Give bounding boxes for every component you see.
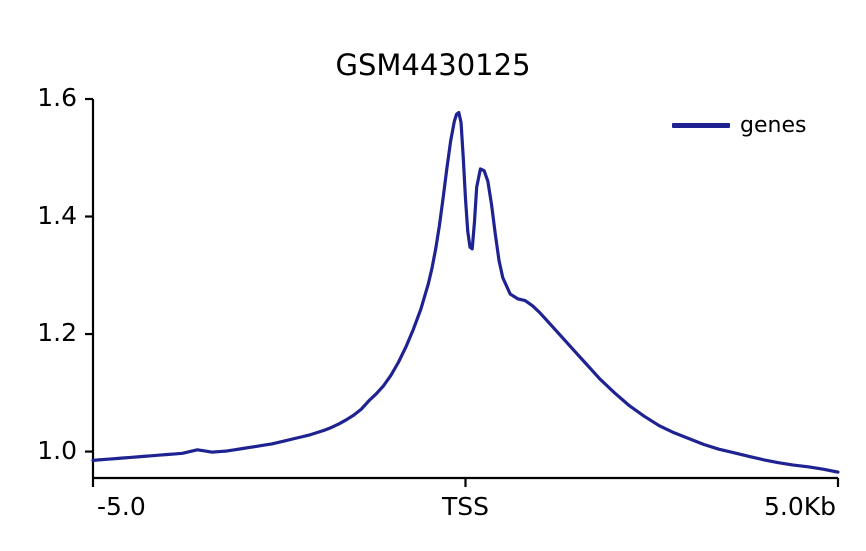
chart-title: GSM4430125 <box>335 48 531 82</box>
x-tick-label: 5.0Kb <box>763 492 836 521</box>
y-tick-label: 1.2 <box>37 318 77 348</box>
legend-label: genes <box>740 113 807 138</box>
x-tick-label: -5.0 <box>97 492 146 521</box>
y-tick-label: 1.0 <box>37 435 77 465</box>
legend: genes <box>672 113 806 138</box>
axis-lines <box>91 99 838 480</box>
legend-line-swatch <box>672 123 730 128</box>
x-axis-ticks <box>91 478 840 487</box>
y-tick-label: 1.6 <box>37 83 77 112</box>
y-axis-ticks <box>85 97 93 453</box>
y-tick-label: 1.4 <box>37 200 77 230</box>
x-tick-label: TSS <box>441 492 489 521</box>
data-line-genes <box>91 110 840 474</box>
